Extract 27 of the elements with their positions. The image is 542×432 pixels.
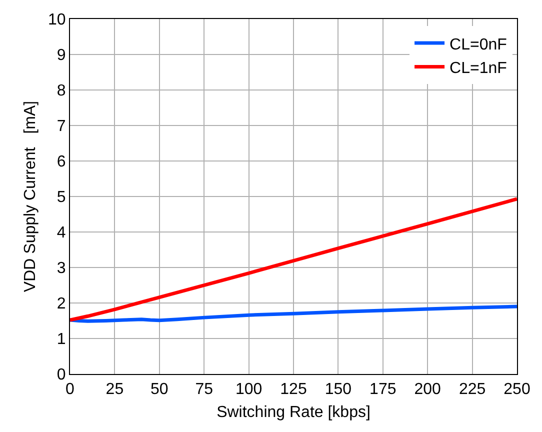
x-tick-label: 75 [195,381,214,398]
y-tick-label: 7 [56,118,66,136]
x-axis-title: Switching Rate [kbps] [216,404,370,421]
legend-label: CL=1nF [450,60,508,78]
y-tick-label: 1 [56,331,66,348]
y-tick-label: 0 [56,366,66,384]
x-tick-label: 100 [235,381,262,398]
x-tick-label: 225 [458,381,486,398]
y-tick-label: 10 [48,12,66,29]
y-axis-title: VDD Supply Current [mA] [22,100,39,292]
x-tick-label: 150 [324,381,352,398]
x-tick-label: 175 [370,381,396,398]
y-tick-label: 6 [56,154,66,171]
x-tick-label: 25 [106,381,124,398]
y-tick-label: 5 [56,189,66,206]
y-tick-label: 3 [56,260,66,278]
x-tick-label: 200 [414,381,442,398]
line-series [70,197,517,322]
legend-label: CL=0nF [450,36,508,54]
line-series [70,304,517,323]
y-tick-label: 8 [56,82,66,100]
x-tick-label: 50 [150,381,168,398]
x-tick-label: 125 [280,381,307,398]
y-tick-label: 2 [56,296,66,313]
y-tick-label: 4 [56,224,66,242]
x-tick-label: 250 [504,381,530,398]
y-tick-label: 9 [56,47,66,64]
